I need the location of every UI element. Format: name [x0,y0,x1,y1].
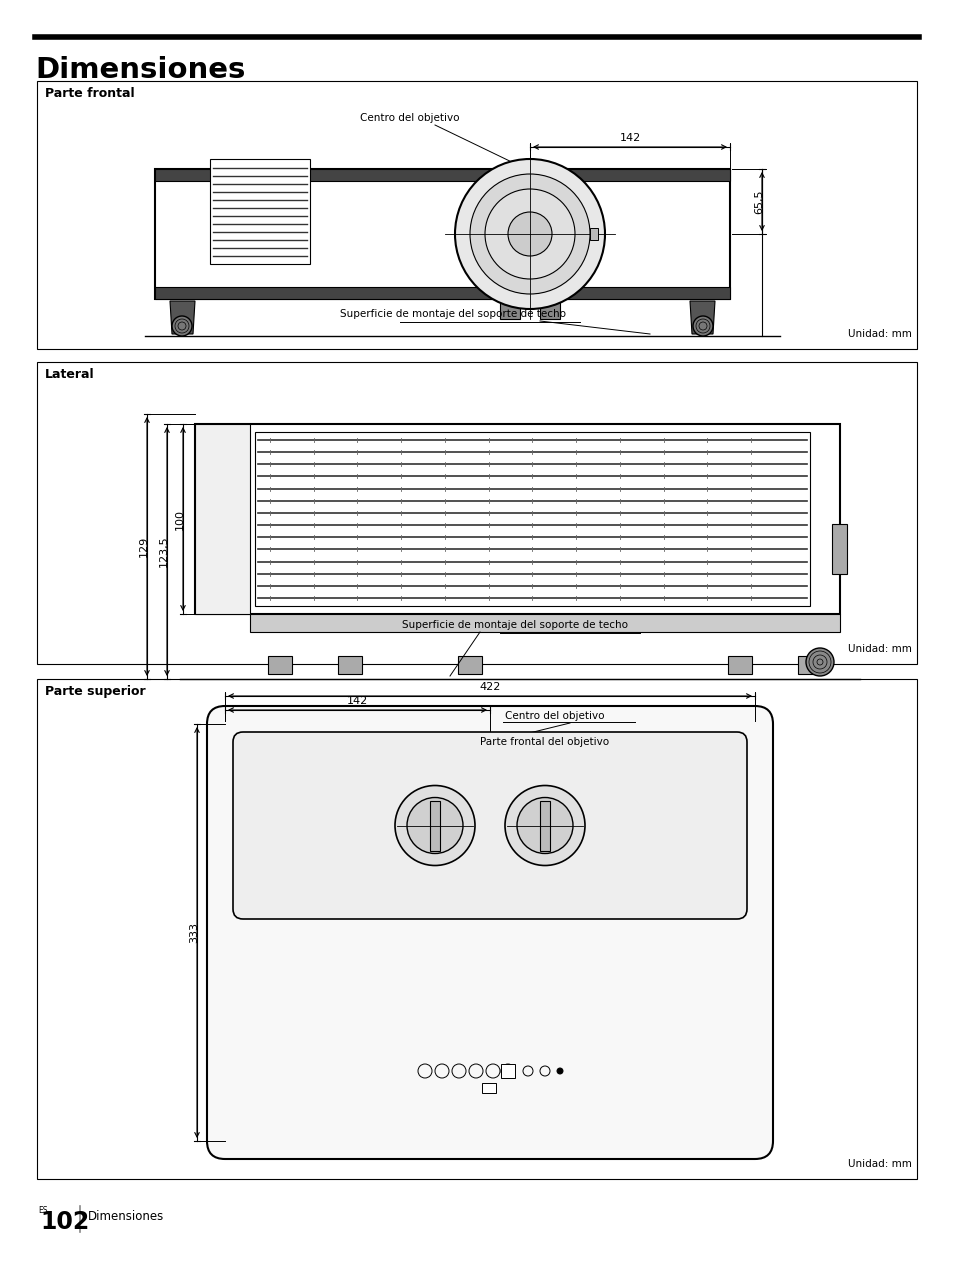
Text: 142: 142 [347,696,368,706]
Circle shape [517,798,573,854]
Text: 102: 102 [40,1210,90,1235]
Bar [254,432,809,606]
Circle shape [805,648,833,676]
Text: Parte frontal del objetivo: Parte frontal del objetivo [479,736,608,747]
Text: Unidad: mm: Unidad: mm [847,643,911,654]
Bar [500,1064,515,1078]
Circle shape [178,222,202,246]
Bar [430,800,439,851]
FancyBboxPatch shape [233,733,746,919]
Bar [194,424,250,614]
Polygon shape [170,301,194,334]
Circle shape [407,798,462,854]
Text: Centro del objetivo: Centro del objetivo [504,711,604,721]
Text: Parte superior: Parte superior [45,685,146,698]
Bar [337,656,361,674]
Circle shape [470,175,589,294]
Bar [589,228,598,240]
Text: Superficie de montaje del soporte de techo: Superficie de montaje del soporte de tec… [339,310,565,318]
Bar [37,362,916,664]
Bar [268,656,292,674]
Bar [797,656,821,674]
Polygon shape [689,301,714,334]
Circle shape [484,189,575,279]
Circle shape [507,211,552,256]
Text: Dimensiones: Dimensiones [35,56,245,84]
Text: 100: 100 [174,508,185,530]
Bar [831,524,846,575]
Text: 129: 129 [139,536,149,557]
Circle shape [557,1068,562,1074]
Bar [539,800,550,851]
Text: Superficie de montaje del soporte de techo: Superficie de montaje del soporte de tec… [401,620,627,631]
Bar [154,169,729,181]
Bar [194,424,840,614]
Bar [250,614,840,632]
Circle shape [455,159,604,310]
Bar [154,287,729,299]
Bar [154,169,729,299]
Text: 142: 142 [618,132,640,143]
Circle shape [172,316,192,336]
Text: Lateral: Lateral [45,368,94,381]
Bar [539,301,559,318]
Text: 422: 422 [478,682,500,692]
Bar [499,301,519,318]
Text: 65,5: 65,5 [753,190,763,214]
Text: Unidad: mm: Unidad: mm [847,1159,911,1170]
Bar [481,1083,496,1093]
Text: ES: ES [38,1206,48,1215]
Text: Dimensiones: Dimensiones [88,1210,164,1223]
Bar [37,679,916,1178]
Bar [727,656,751,674]
Text: 123,5: 123,5 [159,535,169,567]
Text: Unidad: mm: Unidad: mm [847,329,911,339]
Bar [210,159,310,264]
Text: Parte frontal: Parte frontal [45,87,134,99]
Circle shape [504,786,584,865]
Bar [37,82,916,349]
Circle shape [692,316,712,336]
Circle shape [395,786,475,865]
Text: Centro del objetivo: Centro del objetivo [359,113,459,124]
Bar [457,656,481,674]
FancyBboxPatch shape [207,706,772,1159]
Text: 333: 333 [189,922,199,943]
